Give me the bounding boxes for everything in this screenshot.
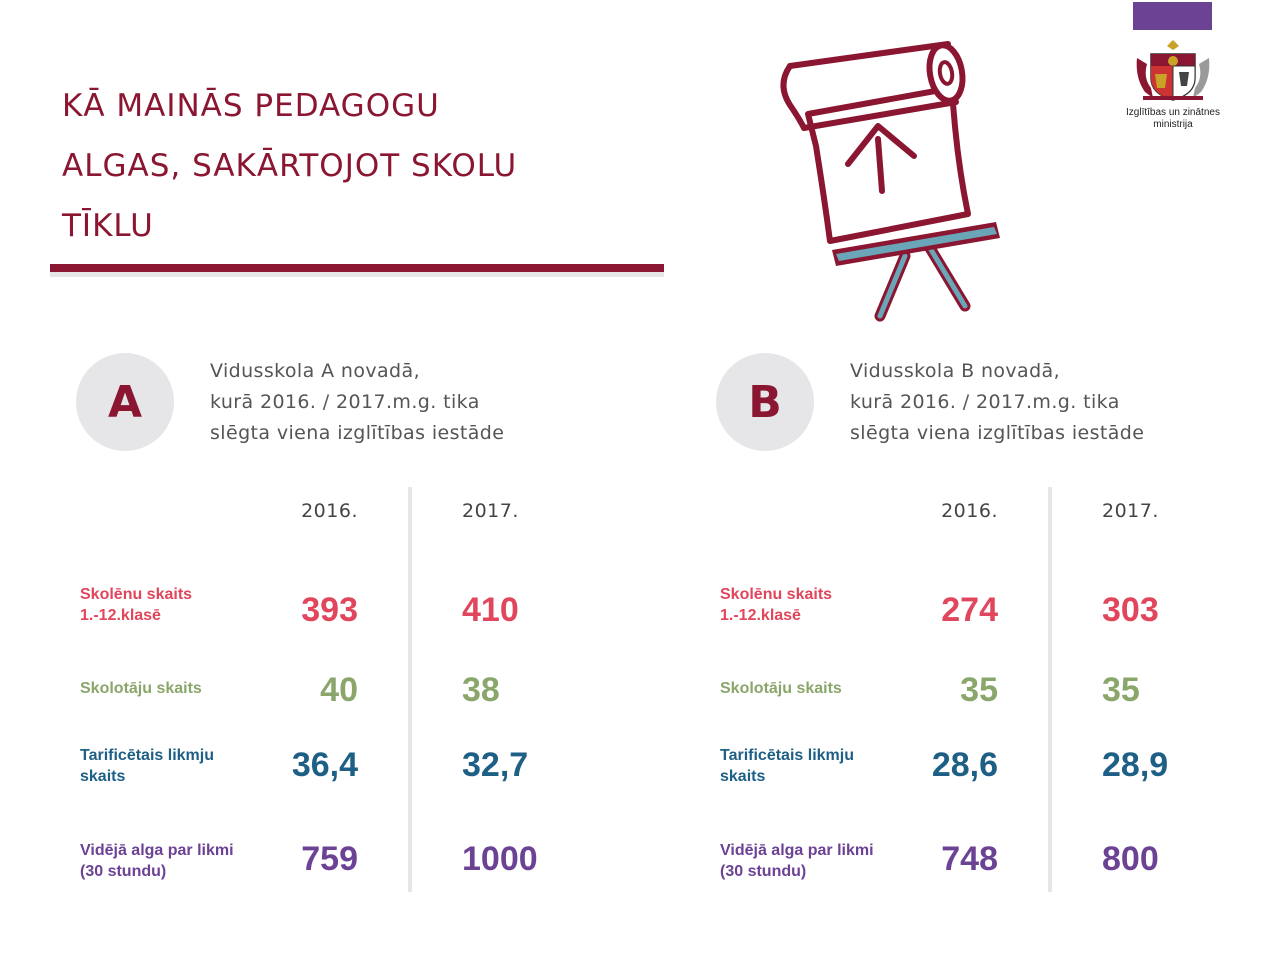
row-label-line: skaits [80, 768, 126, 785]
column-divider [408, 487, 412, 892]
page-title-line: KĀ MAINĀS PEDAGOGU [62, 88, 440, 124]
row-label-line: Skolēnu skaits [720, 586, 833, 603]
description-line: slēgta viena izglītības iestāde [210, 422, 505, 444]
value-teachers-2016: 35 [960, 671, 998, 709]
ministry-name: Izglītības un zinātnes ministrija [1110, 107, 1236, 131]
row-label-rates: Tarificētais likmju skaits [80, 745, 280, 787]
row-label-teachers: Skolotāju skaits [720, 678, 920, 699]
school-b-badge: B [716, 353, 814, 451]
row-label-salary: Vidējā alga par likmi (30 stundu) [80, 840, 280, 882]
title-underline [50, 264, 664, 272]
description-line: kurā 2016. / 2017.m.g. tika [210, 391, 480, 413]
description-line: Vidusskola A novadā, [210, 360, 421, 382]
school-b-description: Vidusskola B novadā, kurā 2016. / 2017.m… [850, 356, 1144, 449]
row-label-teachers: Skolotāju skaits [80, 678, 280, 699]
row-label-line: (30 stundu) [720, 863, 807, 880]
row-label-line: skaits [720, 768, 766, 785]
row-label-line: Vidējā alga par likmi [720, 842, 874, 859]
row-label-line: 1.-12.klasē [720, 607, 801, 624]
description-line: Vidusskola B novadā, [850, 360, 1061, 382]
school-a-description: Vidusskola A novadā, kurā 2016. / 2017.m… [210, 356, 504, 449]
row-label-line: 1.-12.klasē [80, 607, 161, 624]
description-line: slēgta viena izglītības iestāde [850, 422, 1145, 444]
value-salary-2016: 748 [941, 840, 998, 878]
year-header-2017: 2017. [1102, 500, 1159, 522]
value-pupils-2016: 274 [941, 591, 998, 629]
value-salary-2016: 759 [301, 840, 358, 878]
row-label-pupils: Skolēnu skaits 1.-12.klasē [720, 584, 920, 626]
row-label-line: Skolotāju skaits [720, 680, 842, 697]
ministry-name-line: Izglītības un zinātnes [1126, 107, 1220, 118]
value-rates-2016: 36,4 [291, 746, 358, 784]
row-label-line: Tarificētais likmju [80, 747, 214, 764]
row-label-line: (30 stundu) [80, 863, 167, 880]
value-teachers-2016: 40 [320, 671, 358, 709]
description-line: kurā 2016. / 2017.m.g. tika [850, 391, 1120, 413]
row-label-rates: Tarificētais likmju skaits [720, 745, 920, 787]
value-rates-2017: 28,9 [1102, 746, 1169, 784]
page-title: KĀ MAINĀS PEDAGOGU ALGAS, SAKĀRTOJOT SKO… [62, 76, 682, 256]
row-label-salary: Vidējā alga par likmi (30 stundu) [720, 840, 920, 882]
value-salary-2017: 1000 [462, 840, 538, 878]
value-rates-2016: 28,6 [931, 746, 998, 784]
presentation-easel-icon [780, 41, 1000, 322]
year-header-2016: 2016. [941, 500, 998, 522]
year-header-2017: 2017. [462, 500, 519, 522]
value-salary-2017: 800 [1102, 840, 1159, 878]
column-divider [1048, 487, 1052, 892]
page-title-line: ALGAS, SAKĀRTOJOT SKOLU [62, 148, 518, 184]
value-pupils-2017: 410 [462, 591, 519, 629]
coat-of-arms-icon [1136, 40, 1210, 101]
year-header-2016: 2016. [301, 500, 358, 522]
logo-color-bar [1133, 2, 1212, 30]
value-teachers-2017: 35 [1102, 671, 1140, 709]
school-a-badge: A [76, 353, 174, 451]
value-teachers-2017: 38 [462, 671, 500, 709]
page-title-line: TĪKLU [62, 208, 154, 244]
value-rates-2017: 32,7 [462, 746, 529, 784]
row-label-line: Skolotāju skaits [80, 680, 202, 697]
row-label-line: Tarificētais likmju [720, 747, 854, 764]
value-pupils-2017: 303 [1102, 591, 1159, 629]
ministry-name-line: ministrija [1153, 119, 1193, 130]
row-label-line: Skolēnu skaits [80, 586, 193, 603]
row-label-line: Vidējā alga par likmi [80, 842, 234, 859]
row-label-pupils: Skolēnu skaits 1.-12.klasē [80, 584, 280, 626]
value-pupils-2016: 393 [301, 591, 358, 629]
